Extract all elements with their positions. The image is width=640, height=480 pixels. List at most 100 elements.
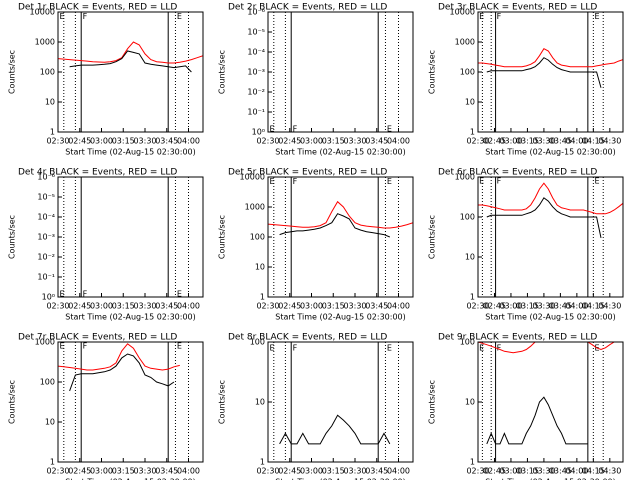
- x-tick-label: 02:30: [466, 302, 489, 311]
- x-tick-label: 03:15: [322, 467, 345, 476]
- y-tick-label: 10: [255, 263, 265, 272]
- y-tick-label: 10000: [450, 8, 475, 17]
- segment-label: F: [293, 124, 298, 133]
- y-tick-label: 100: [460, 68, 475, 77]
- panel-title: Det 4r BLACK = Events, RED = LLD: [18, 168, 177, 178]
- y-tick-label: 10⁻¹: [37, 273, 55, 282]
- x-axis-label: Start Time (02-Aug-15 02:30:00): [65, 478, 196, 480]
- x-tick-label: 02:30: [256, 467, 279, 476]
- y-tick-label: 100: [250, 338, 265, 347]
- y-tick-label: 10⁻²: [37, 253, 55, 262]
- x-tick-label: 03:15: [322, 302, 345, 311]
- segment-label: E: [59, 341, 64, 350]
- x-tick-label: 04:00: [565, 137, 588, 146]
- x-tick-label: 04:30: [598, 467, 621, 476]
- x-tick-label: 03:00: [300, 467, 323, 476]
- y-axis-label: Counts/sec: [218, 215, 227, 259]
- plot-frame: [267, 176, 414, 298]
- segment-label: F: [83, 341, 88, 350]
- segment-label: F: [497, 343, 502, 352]
- x-tick-label: 03:45: [155, 137, 178, 146]
- data-line: [268, 200, 413, 229]
- panel-title: Det 8r BLACK = Events, RED = LLD: [228, 333, 387, 343]
- x-tick-label: 02:45: [483, 467, 506, 476]
- data-line: [279, 213, 390, 238]
- x-axis-label: Start Time (02-Aug-15 02:30:00): [485, 313, 616, 322]
- plot-frame: [477, 341, 624, 463]
- data-line: [486, 197, 602, 239]
- segment-label: F: [83, 12, 88, 21]
- segment-label: E: [479, 176, 484, 185]
- y-tick-label: 10⁻⁵: [37, 193, 55, 202]
- x-tick-label: 03:45: [549, 302, 572, 311]
- panel-title: Det 2r BLACK = Events, RED = LLD: [228, 3, 387, 13]
- x-tick-label: 03:15: [516, 302, 539, 311]
- x-tick-label: 04:00: [177, 302, 200, 311]
- panel-title: Det 9r BLACK = Events, RED = LLD: [438, 333, 597, 343]
- x-axis-label: Start Time (02-Aug-15 02:30:00): [65, 313, 196, 322]
- x-tick-label: 03:00: [90, 467, 113, 476]
- x-tick-label: 03:30: [133, 302, 156, 311]
- segment-label: F: [497, 176, 502, 185]
- data-line: [486, 396, 588, 445]
- x-tick-label: 02:30: [46, 137, 69, 146]
- x-tick-label: 03:30: [532, 137, 555, 146]
- x-tick-label: 03:00: [499, 137, 522, 146]
- segment-label: F: [293, 177, 298, 186]
- panel-title: Det 6r BLACK = Events, RED = LLD: [438, 168, 597, 178]
- y-tick-label: 10⁰: [42, 293, 55, 302]
- data-line: [478, 48, 623, 68]
- x-axis-label: Start Time (02-Aug-15 02:30:00): [275, 313, 406, 322]
- segment-label: E: [59, 12, 64, 21]
- panel-title: Det 5r BLACK = Events, RED = LLD: [228, 168, 387, 178]
- segment-label: E: [177, 289, 182, 298]
- segment-label: E: [269, 124, 274, 133]
- x-axis-label: Start Time (02-Aug-15 02:30:00): [65, 148, 196, 157]
- x-tick-label: 04:00: [387, 467, 410, 476]
- y-tick-label: 100: [40, 378, 55, 387]
- x-tick-label: 03:45: [549, 467, 572, 476]
- y-axis-label: Counts/sec: [8, 50, 17, 94]
- x-tick-label: 04:00: [565, 302, 588, 311]
- x-axis-label: Start Time (02-Aug-15 02:30:00): [275, 478, 406, 480]
- y-tick-label: 10⁻¹: [247, 108, 265, 117]
- x-tick-label: 03:00: [499, 302, 522, 311]
- x-tick-label: 03:30: [133, 137, 156, 146]
- x-tick-label: 03:15: [112, 302, 135, 311]
- segment-label: E: [269, 177, 274, 186]
- x-tick-label: 03:15: [112, 137, 135, 146]
- segment-label: F: [497, 12, 502, 21]
- segment-label: E: [479, 12, 484, 21]
- y-tick-label: 1: [470, 128, 475, 137]
- data-line: [58, 343, 180, 371]
- y-tick-label: 1: [50, 458, 55, 467]
- y-tick-label: 1000: [455, 38, 475, 47]
- x-tick-label: 04:00: [177, 467, 200, 476]
- y-tick-label: 100: [40, 68, 55, 77]
- y-tick-label: 1: [260, 293, 265, 302]
- plot-frame: [57, 176, 204, 298]
- x-tick-label: 02:30: [466, 467, 489, 476]
- y-axis-label: Counts/sec: [428, 50, 437, 94]
- y-tick-label: 10: [465, 398, 475, 407]
- segment-label: F: [293, 343, 298, 352]
- x-tick-label: 03:45: [365, 137, 388, 146]
- y-tick-label: 10: [465, 253, 475, 262]
- segment-label: E: [594, 12, 599, 21]
- y-tick-label: 1: [470, 293, 475, 302]
- y-axis-label: Counts/sec: [428, 215, 437, 259]
- y-tick-label: 10⁻⁶: [37, 173, 55, 182]
- x-tick-label: 03:15: [322, 137, 345, 146]
- y-tick-label: 10⁻⁵: [247, 28, 265, 37]
- x-tick-label: 04:00: [177, 137, 200, 146]
- x-tick-label: 03:00: [499, 467, 522, 476]
- x-tick-label: 02:45: [68, 302, 91, 311]
- y-tick-label: 100: [250, 233, 265, 242]
- data-line: [58, 41, 203, 64]
- y-tick-label: 1000: [35, 38, 55, 47]
- x-tick-label: 02:30: [256, 137, 279, 146]
- y-tick-label: 10: [45, 418, 55, 427]
- y-tick-label: 100: [460, 338, 475, 347]
- y-tick-label: 10000: [30, 8, 55, 17]
- x-tick-label: 04:00: [387, 302, 410, 311]
